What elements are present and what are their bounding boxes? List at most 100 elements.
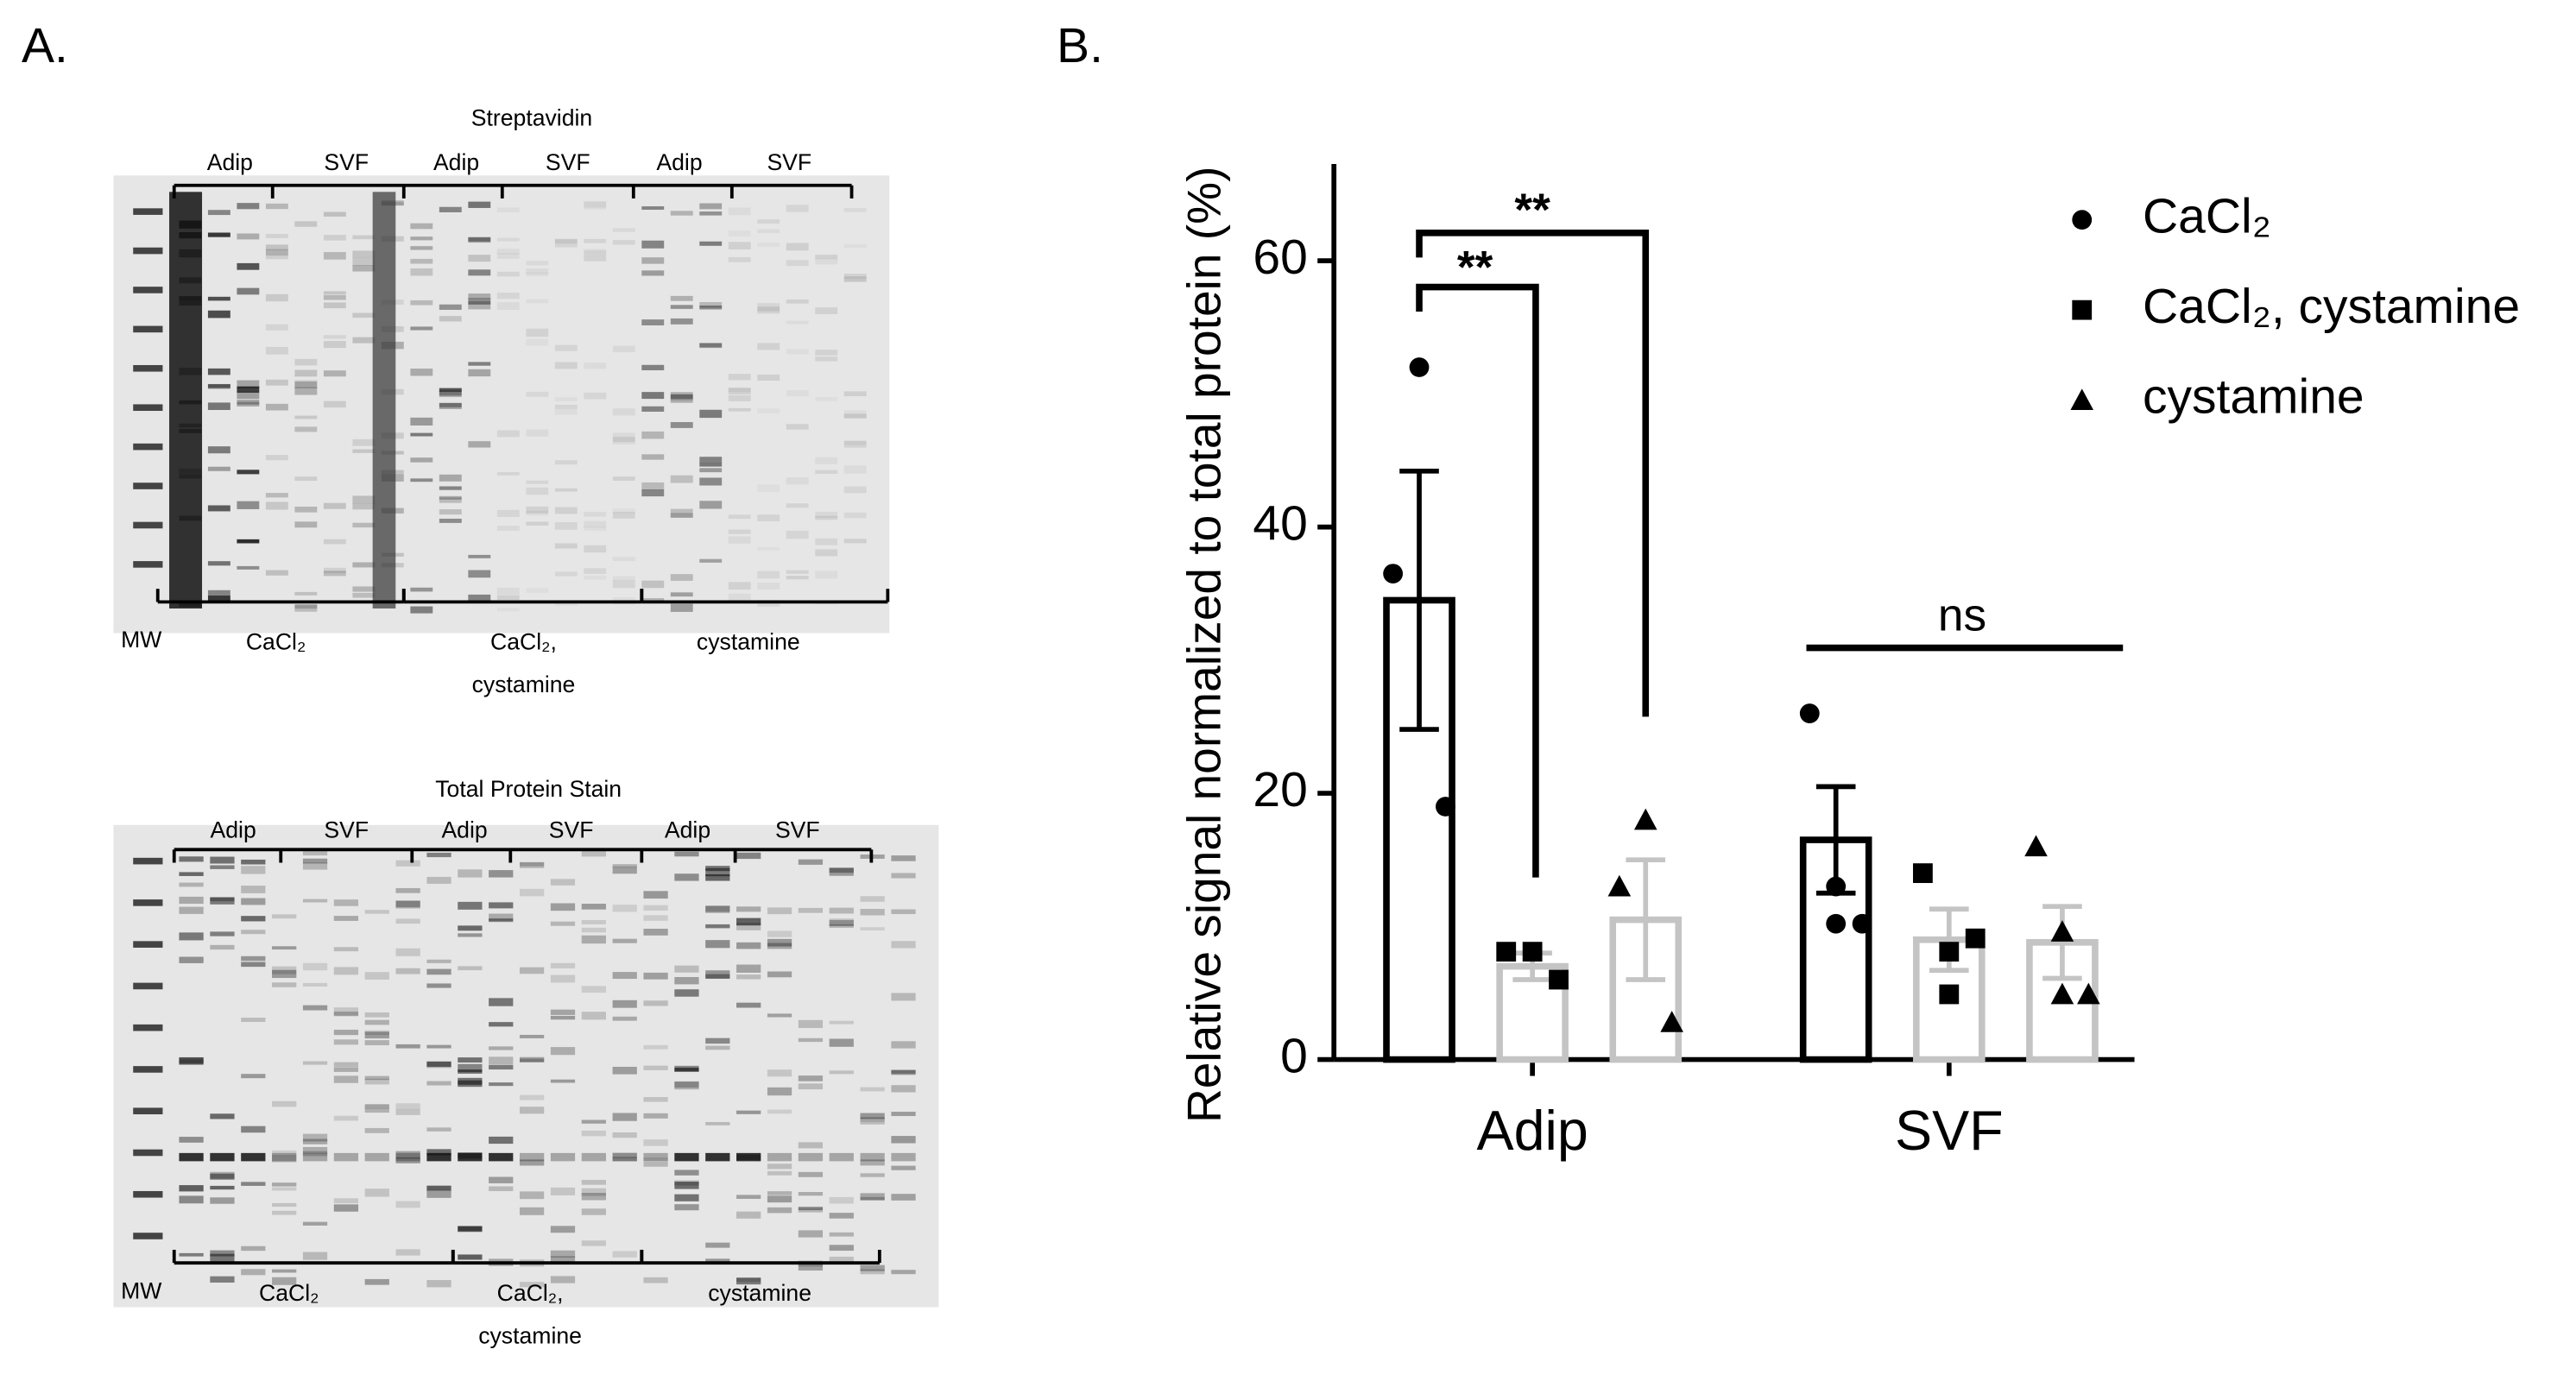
ladder-band	[133, 208, 163, 215]
protein-band	[705, 940, 730, 949]
protein-band	[364, 910, 389, 914]
protein-band	[843, 276, 867, 282]
lane-label: SVF	[546, 149, 590, 175]
protein-band	[798, 1171, 824, 1177]
protein-band	[699, 306, 723, 310]
protein-band	[670, 392, 693, 400]
protein-band	[265, 493, 288, 498]
significance-bracket	[1416, 230, 1650, 717]
protein-band	[554, 362, 578, 369]
protein-band	[333, 899, 359, 906]
protein-band	[612, 972, 637, 980]
protein-band	[364, 1040, 389, 1046]
protein-band	[526, 487, 549, 495]
protein-band	[815, 515, 838, 520]
protein-band	[736, 974, 761, 980]
protein-band	[550, 1226, 576, 1233]
protein-band	[736, 923, 761, 930]
protein-band	[641, 406, 665, 412]
protein-band	[641, 392, 665, 400]
group-label-box: CaCl₂, cystamine	[478, 1279, 582, 1348]
protein-band	[294, 476, 318, 482]
protein-band	[643, 1065, 668, 1070]
protein-band	[786, 260, 809, 267]
protein-band	[237, 262, 260, 270]
protein-band	[179, 1252, 204, 1257]
protein-band	[179, 1057, 204, 1065]
group-label-box: CaCl₂, cystamine	[472, 628, 576, 697]
protein-band	[439, 497, 462, 503]
legend-label: CaCl₂	[2143, 189, 2271, 244]
protein-band	[829, 1196, 854, 1204]
protein-band	[241, 898, 266, 905]
data-point	[1436, 797, 1455, 817]
protein-band	[581, 919, 606, 924]
protein-band	[728, 374, 751, 381]
protein-band	[728, 407, 751, 412]
protein-band	[410, 246, 433, 250]
protein-band	[891, 909, 916, 915]
protein-band	[891, 1112, 916, 1117]
protein-band	[210, 931, 235, 936]
protein-band	[581, 904, 606, 910]
protein-band	[241, 1074, 266, 1079]
protein-band	[426, 1081, 451, 1086]
protein-band	[439, 206, 462, 212]
group-label: CaCl₂	[259, 1279, 319, 1306]
protein-band	[526, 588, 548, 593]
protein-band	[550, 974, 576, 983]
protein-band	[891, 1270, 916, 1275]
protein-band	[670, 318, 693, 325]
data-point	[1633, 808, 1657, 830]
y-axis-label: Relative signal normalized to total prot…	[1177, 167, 1230, 1124]
protein-band	[550, 879, 576, 886]
protein-band	[237, 233, 260, 240]
protein-band	[843, 277, 867, 281]
y-tick-label: 40	[1253, 496, 1307, 552]
protein-band	[302, 858, 328, 864]
protein-band	[519, 1159, 545, 1166]
protein-band	[489, 870, 514, 878]
protein-band	[705, 905, 730, 912]
protein-band	[815, 356, 838, 362]
protein-band	[410, 223, 433, 230]
protein-band	[674, 989, 699, 997]
protein-band	[364, 1108, 389, 1113]
protein-band	[843, 539, 867, 544]
protein-band	[526, 391, 549, 397]
data-point	[1660, 1011, 1683, 1032]
protein-band	[643, 1152, 668, 1162]
protein-band	[584, 527, 606, 530]
blot-title: Streptavidin	[471, 105, 592, 131]
protein-band	[641, 454, 665, 460]
protein-band	[364, 1030, 389, 1036]
protein-band	[364, 1104, 389, 1109]
ladder-band	[133, 1024, 163, 1031]
protein-band	[860, 1193, 885, 1201]
protein-band	[395, 1201, 420, 1208]
protein-band	[458, 1254, 483, 1260]
protein-band	[526, 299, 549, 304]
ladder-band	[133, 325, 163, 333]
protein-band	[767, 1163, 792, 1170]
protein-band	[333, 947, 359, 952]
protein-band	[439, 389, 462, 398]
protein-band	[294, 506, 318, 513]
protein-band	[241, 916, 266, 922]
protein-band	[489, 1136, 514, 1145]
protein-band	[364, 972, 389, 981]
y-tick-label: 20	[1253, 762, 1307, 817]
protein-band	[458, 966, 483, 971]
protein-band	[612, 1132, 637, 1138]
ladder-band	[133, 482, 163, 489]
protein-band	[426, 1189, 451, 1198]
protein-band	[302, 1252, 328, 1260]
lane-label: SVF	[324, 817, 369, 842]
protein-band	[426, 968, 451, 975]
protein-band	[294, 369, 318, 377]
protein-band	[519, 1152, 545, 1162]
protein-band	[519, 1058, 545, 1063]
protein-band	[237, 203, 260, 210]
protein-band	[699, 558, 723, 563]
protein-band	[352, 257, 376, 266]
